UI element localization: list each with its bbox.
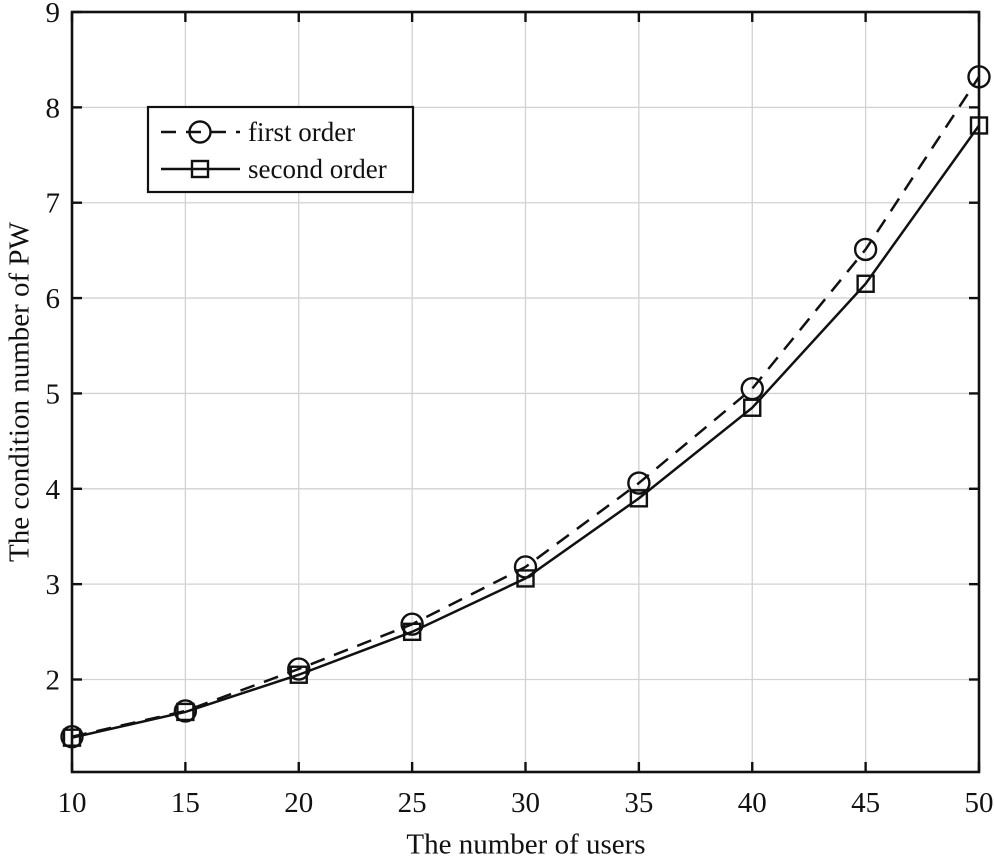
plot-border xyxy=(70,10,981,774)
marker-circle xyxy=(287,657,311,681)
x-tick-label: 50 xyxy=(965,787,994,819)
marker-circle xyxy=(513,555,538,579)
marker-square xyxy=(629,489,649,508)
marker-square xyxy=(856,274,875,293)
x-tick-label: 30 xyxy=(511,787,540,819)
y-axis-title: The condition number of PW xyxy=(3,222,36,562)
marker-square xyxy=(969,116,989,135)
marker-circle xyxy=(400,612,424,636)
x-tick-label: 15 xyxy=(171,787,200,819)
y-tick-label: 8 xyxy=(46,92,61,124)
marker-square xyxy=(62,728,82,747)
marker-circle xyxy=(853,237,878,262)
marker-circle xyxy=(967,65,991,89)
x-tick-label: 40 xyxy=(738,787,767,819)
x-tick-label: 25 xyxy=(398,787,427,819)
legend-marker-square xyxy=(190,159,210,179)
y-tick-label: 7 xyxy=(46,188,61,220)
y-tick-label: 4 xyxy=(46,474,61,506)
y-tick-label: 9 xyxy=(46,0,61,29)
x-tick-label: 45 xyxy=(851,787,880,819)
y-tick-label: 6 xyxy=(46,283,61,315)
y-tick-label: 2 xyxy=(46,665,61,697)
legend-marker-circle xyxy=(188,120,212,144)
legend-label-first-order: first order xyxy=(248,117,355,147)
y-tick-label: 3 xyxy=(46,569,61,601)
y-tick-label: 5 xyxy=(46,378,61,410)
marker-circle xyxy=(173,699,198,723)
marker-circle xyxy=(60,725,84,749)
x-axis-title: The number of users xyxy=(406,828,646,861)
x-tick-label: 35 xyxy=(624,787,653,819)
x-tick-label: 10 xyxy=(58,787,87,819)
x-tick-label: 20 xyxy=(284,787,313,819)
marker-square xyxy=(516,569,535,588)
marker-circle xyxy=(740,376,764,401)
series-line-first-order xyxy=(71,76,981,738)
marker-square xyxy=(176,702,195,722)
marker-circle xyxy=(627,471,651,495)
legend-label-second-order: second order xyxy=(248,154,387,184)
